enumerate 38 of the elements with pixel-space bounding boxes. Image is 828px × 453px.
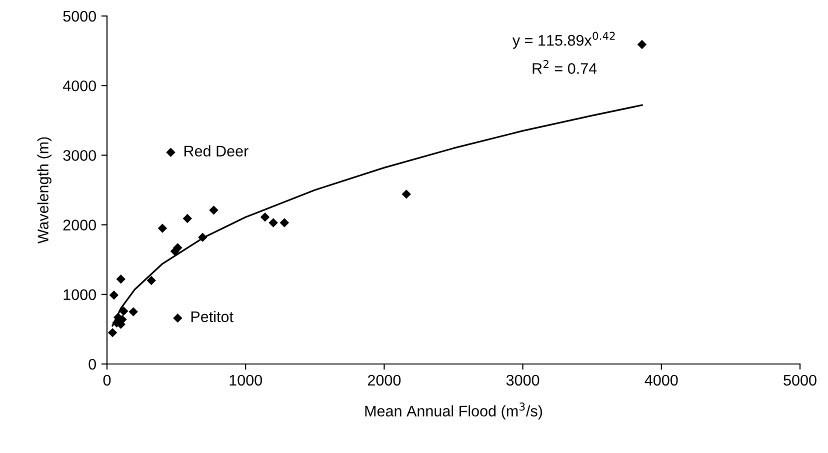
point (119, 306, 128, 316)
annotation: Petitot (191, 310, 234, 322)
point (173, 313, 182, 323)
annotation: R$^{2}$ = 0.74 (532, 60, 597, 74)
point (268, 218, 278, 228)
x-tick-label: 5000 (784, 374, 816, 386)
y-tick-label: 3000 (63, 150, 96, 161)
point (158, 224, 168, 233)
point (109, 290, 119, 300)
x-tick-label: 4000 (644, 374, 678, 386)
x-axis-title: Mean Annual Flood (m$^{3}$/s) (365, 402, 542, 420)
point (116, 274, 126, 284)
point (209, 206, 218, 215)
y-tick-label: 4000 (62, 80, 96, 92)
point (260, 212, 270, 222)
y-tick-label: 2000 (63, 220, 96, 230)
y-tick-label: 0 (88, 358, 96, 370)
point (637, 40, 647, 50)
point (128, 307, 138, 316)
point (108, 328, 118, 338)
point (113, 312, 123, 322)
point (146, 276, 156, 286)
annotation: Red Deer (184, 145, 248, 157)
x-tick-label: 3000 (506, 374, 540, 386)
point (402, 190, 411, 199)
x-tick-label: 0 (103, 374, 111, 386)
annotation: y = 115.89x$^{0.42}$ (512, 32, 615, 49)
point (198, 232, 208, 242)
x-tick-label: 1000 (230, 374, 262, 386)
y-tick-label: 5000 (63, 10, 96, 22)
x-tick-label: 2000 (368, 374, 401, 386)
y-axis-title: Wavelength (m) (37, 137, 52, 244)
point (170, 246, 180, 256)
line-series (112, 104, 643, 327)
point (182, 214, 192, 224)
y-tick-label: 1000 (64, 289, 96, 300)
point (166, 148, 176, 158)
point (280, 218, 290, 228)
